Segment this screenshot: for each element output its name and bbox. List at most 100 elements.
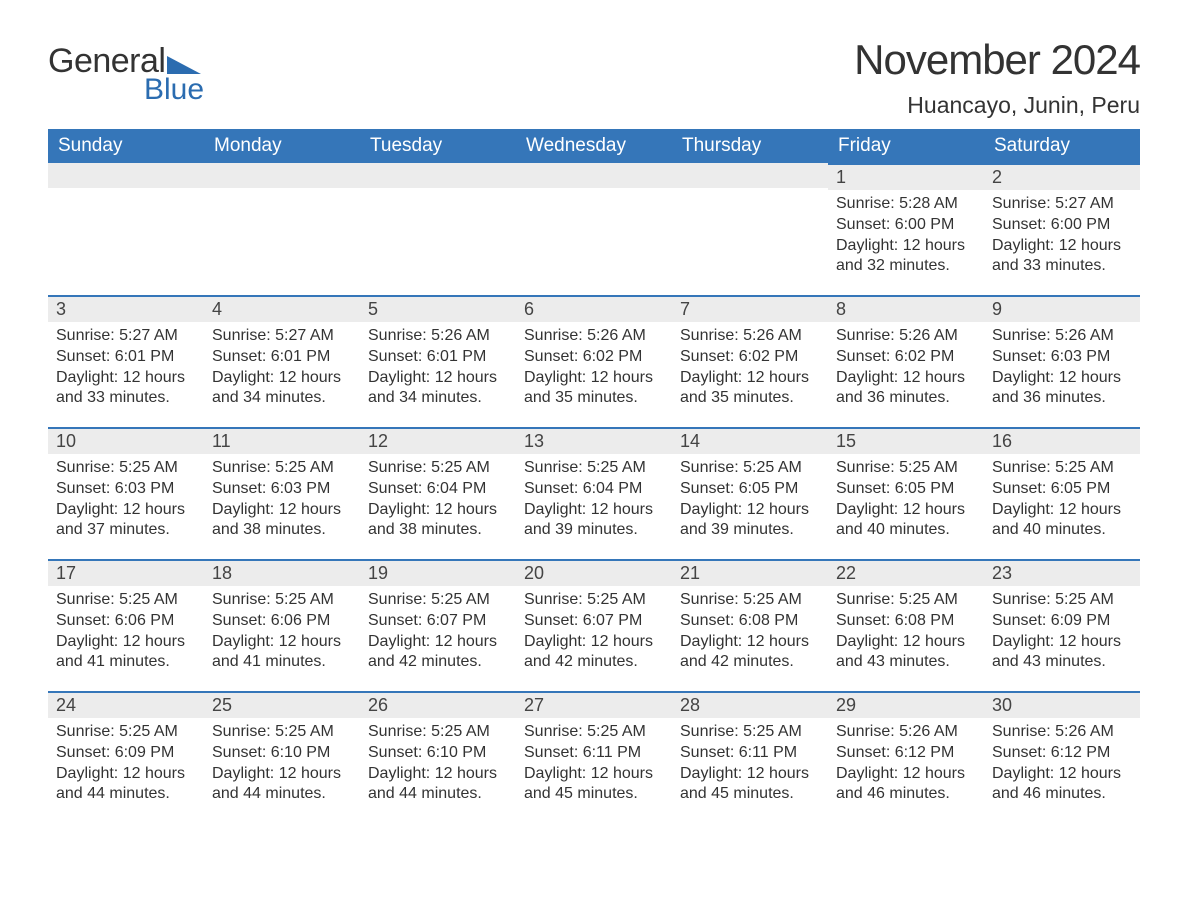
logo-triangle-icon [167, 56, 201, 74]
daylight-line-label: Daylight: [212, 633, 279, 650]
day-details: Sunrise: 5:25 AMSunset: 6:05 PMDaylight:… [672, 454, 828, 545]
sunrise-line: Sunrise: 5:25 AM [212, 722, 352, 743]
sunset-line: Sunset: 6:02 PM [836, 347, 976, 368]
daylight-line-label: Daylight: [56, 501, 123, 518]
daylight-line: Daylight: 12 hours and 40 minutes. [992, 500, 1132, 542]
sunrise-line-label: Sunrise: [524, 723, 587, 740]
daylight-line-label: Daylight: [368, 501, 435, 518]
day-number: 14 [672, 427, 828, 454]
sunset-line-value: 6:11 PM [739, 744, 797, 761]
sunrise-line-label: Sunrise: [992, 459, 1055, 476]
daylight-line: Daylight: 12 hours and 36 minutes. [992, 368, 1132, 410]
sunset-line: Sunset: 6:01 PM [212, 347, 352, 368]
weekday-header: Friday [828, 129, 984, 163]
calendar-cell: 26Sunrise: 5:25 AMSunset: 6:10 PMDayligh… [360, 691, 516, 823]
day-number: 19 [360, 559, 516, 586]
sunrise-line-value: 5:25 AM [743, 591, 802, 608]
sunrise-line: Sunrise: 5:25 AM [56, 590, 196, 611]
calendar-cell [204, 163, 360, 295]
calendar-cell: 18Sunrise: 5:25 AMSunset: 6:06 PMDayligh… [204, 559, 360, 691]
sunset-line: Sunset: 6:01 PM [56, 347, 196, 368]
sunrise-line-value: 5:25 AM [431, 459, 490, 476]
day-details: Sunrise: 5:25 AMSunset: 6:06 PMDaylight:… [204, 586, 360, 677]
sunset-line-label: Sunset: [212, 480, 271, 497]
day-number: 16 [984, 427, 1140, 454]
calendar-cell: 29Sunrise: 5:26 AMSunset: 6:12 PMDayligh… [828, 691, 984, 823]
calendar-cell: 3Sunrise: 5:27 AMSunset: 6:01 PMDaylight… [48, 295, 204, 427]
sunrise-line-value: 5:25 AM [587, 591, 646, 608]
daylight-line: Daylight: 12 hours and 38 minutes. [212, 500, 352, 542]
sunset-line-value: 6:03 PM [115, 480, 175, 497]
day-details: Sunrise: 5:25 AMSunset: 6:03 PMDaylight:… [48, 454, 204, 545]
sunset-line: Sunset: 6:09 PM [992, 611, 1132, 632]
sunrise-line-value: 5:25 AM [275, 723, 334, 740]
sunset-line-label: Sunset: [680, 348, 739, 365]
sunrise-line-value: 5:25 AM [1055, 459, 1114, 476]
day-details: Sunrise: 5:25 AMSunset: 6:11 PMDaylight:… [672, 718, 828, 809]
sunrise-line: Sunrise: 5:25 AM [56, 458, 196, 479]
sunrise-line-label: Sunrise: [56, 591, 119, 608]
daylight-line: Daylight: 12 hours and 34 minutes. [368, 368, 508, 410]
day-number: 9 [984, 295, 1140, 322]
calendar-week-row: 24Sunrise: 5:25 AMSunset: 6:09 PMDayligh… [48, 691, 1140, 823]
sunset-line: Sunset: 6:09 PM [56, 743, 196, 764]
sunset-line-value: 6:06 PM [271, 612, 331, 629]
sunset-line-label: Sunset: [992, 612, 1051, 629]
sunrise-line: Sunrise: 5:26 AM [836, 722, 976, 743]
sunset-line: Sunset: 6:12 PM [836, 743, 976, 764]
sunrise-line-value: 5:25 AM [275, 591, 334, 608]
day-number: 12 [360, 427, 516, 454]
sunrise-line: Sunrise: 5:27 AM [56, 326, 196, 347]
sunrise-line-value: 5:26 AM [899, 327, 958, 344]
calendar-cell: 27Sunrise: 5:25 AMSunset: 6:11 PMDayligh… [516, 691, 672, 823]
sunrise-line-label: Sunrise: [836, 459, 899, 476]
sunrise-line: Sunrise: 5:27 AM [992, 194, 1132, 215]
daylight-line: Daylight: 12 hours and 46 minutes. [992, 764, 1132, 806]
sunset-line-value: 6:01 PM [115, 348, 175, 365]
daylight-line: Daylight: 12 hours and 36 minutes. [836, 368, 976, 410]
calendar-cell: 11Sunrise: 5:25 AMSunset: 6:03 PMDayligh… [204, 427, 360, 559]
empty-day-bar [672, 163, 828, 188]
day-details: Sunrise: 5:27 AMSunset: 6:00 PMDaylight:… [984, 190, 1140, 281]
sunrise-line-label: Sunrise: [836, 723, 899, 740]
daylight-line-label: Daylight: [56, 369, 123, 386]
daylight-line-label: Daylight: [680, 765, 747, 782]
sunset-line: Sunset: 6:02 PM [680, 347, 820, 368]
sunset-line-value: 6:01 PM [427, 348, 487, 365]
sunset-line-label: Sunset: [524, 612, 583, 629]
sunset-line-label: Sunset: [836, 348, 895, 365]
sunset-line-value: 6:12 PM [1051, 744, 1111, 761]
daylight-line: Daylight: 12 hours and 33 minutes. [992, 236, 1132, 278]
sunset-line-label: Sunset: [56, 744, 115, 761]
sunrise-line-label: Sunrise: [992, 723, 1055, 740]
sunrise-line-value: 5:25 AM [119, 459, 178, 476]
sunrise-line-value: 5:26 AM [899, 723, 958, 740]
daylight-line-label: Daylight: [836, 633, 903, 650]
daylight-line: Daylight: 12 hours and 39 minutes. [680, 500, 820, 542]
sunset-line: Sunset: 6:03 PM [212, 479, 352, 500]
location-subtitle: Huancayo, Junin, Peru [854, 92, 1140, 119]
sunrise-line-label: Sunrise: [992, 591, 1055, 608]
day-number: 22 [828, 559, 984, 586]
sunset-line-label: Sunset: [56, 348, 115, 365]
sunset-line-label: Sunset: [680, 612, 739, 629]
calendar-cell: 30Sunrise: 5:26 AMSunset: 6:12 PMDayligh… [984, 691, 1140, 823]
sunset-line-value: 6:00 PM [895, 216, 955, 233]
daylight-line-label: Daylight: [992, 237, 1059, 254]
daylight-line: Daylight: 12 hours and 45 minutes. [524, 764, 664, 806]
day-number: 17 [48, 559, 204, 586]
sunset-line: Sunset: 6:11 PM [680, 743, 820, 764]
calendar-cell: 10Sunrise: 5:25 AMSunset: 6:03 PMDayligh… [48, 427, 204, 559]
sunrise-line: Sunrise: 5:25 AM [680, 590, 820, 611]
calendar-cell: 7Sunrise: 5:26 AMSunset: 6:02 PMDaylight… [672, 295, 828, 427]
calendar-cell [48, 163, 204, 295]
sunset-line: Sunset: 6:10 PM [368, 743, 508, 764]
daylight-line-label: Daylight: [56, 765, 123, 782]
daylight-line-label: Daylight: [212, 369, 279, 386]
sunset-line-label: Sunset: [368, 480, 427, 497]
daylight-line: Daylight: 12 hours and 35 minutes. [680, 368, 820, 410]
day-number: 29 [828, 691, 984, 718]
daylight-line-label: Daylight: [680, 633, 747, 650]
day-number: 24 [48, 691, 204, 718]
sunrise-line: Sunrise: 5:25 AM [524, 590, 664, 611]
